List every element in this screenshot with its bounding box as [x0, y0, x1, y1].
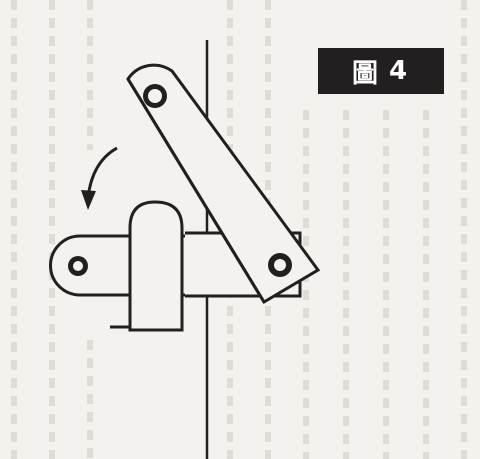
rotating-link [126, 63, 321, 305]
vertical-post [128, 200, 184, 332]
curved-arrow-icon [81, 146, 118, 210]
rotating-link-top-hole-inner [148, 89, 162, 103]
horizontal-link-hole-inner [73, 261, 83, 271]
rotating-link-bottom-hole-inner [274, 259, 286, 271]
figure-label-char: 圖 [351, 58, 381, 89]
background-text-texture [11, 0, 467, 459]
figure-label: 圖 4 [318, 48, 444, 94]
figure-label-number: 4 [388, 56, 411, 86]
